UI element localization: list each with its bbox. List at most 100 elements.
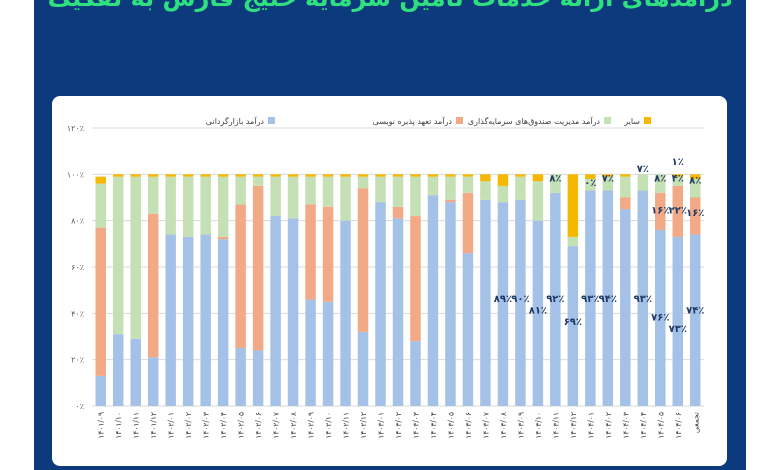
bar-segment [200, 176, 211, 235]
bar-segment [445, 202, 456, 406]
bar-segment [427, 195, 439, 406]
x-tick-label: ۱۴۰۱/۱۱ [132, 412, 141, 439]
bar-segment [410, 216, 421, 342]
data-label: ۰٪ [584, 178, 596, 189]
bar-segment [340, 174, 351, 177]
data-label: ۸۹٪ [494, 294, 512, 305]
bar-segment [165, 234, 176, 406]
bar-segment [147, 357, 159, 406]
bar-segment [620, 197, 631, 210]
x-tick-label: ۱۴۰۳/۰۲ [394, 412, 403, 439]
x-tick-label: ۱۴۰۲/۰۷ [272, 412, 281, 439]
x-tick-label: ۱۴۰۱/۰۹ [97, 412, 106, 439]
data-label: ۸۱٪ [529, 305, 547, 316]
y-tick-label: ۸۰٪ [71, 217, 84, 226]
bar-segment [375, 174, 386, 177]
bar-segment [392, 174, 404, 177]
bar-segment [672, 174, 684, 177]
data-label: ۷٪ [637, 164, 649, 175]
data-label: ۲۲٪ [669, 206, 687, 217]
bar-segment [235, 174, 246, 177]
chart-card: ۰٪ ۲۰٪ ۴۰٪ ۶۰٪ ۸۰٪ ۱۰۰٪ ۱۲۰٪ ۱۴۰۱/۰۹ ۱۴۰۱/۱۰ ۱۴۰… [52, 96, 727, 466]
bar-segment [322, 206, 334, 302]
bar-segment [95, 375, 106, 406]
data-label: ۹۳٪ [581, 294, 599, 305]
bar-segment [690, 178, 701, 198]
data-label: ۷٪ [602, 173, 614, 184]
bar-segment [252, 185, 264, 351]
bar-segment [322, 174, 334, 177]
bar-segment [182, 176, 194, 237]
x-tick-label: ۱۴۰۲/۰۱ [167, 412, 176, 439]
bar-segment [585, 190, 596, 406]
bar-segment [182, 174, 194, 177]
bar-segment [602, 190, 614, 406]
bar-segment [112, 174, 124, 177]
bar-segment [672, 236, 684, 406]
bar-segment [322, 301, 334, 406]
bar-segment [462, 176, 474, 193]
bar-segment [252, 350, 264, 406]
y-tick-label: ۶۰٪ [71, 263, 84, 272]
data-label: ۹۰٪ [511, 294, 529, 305]
bar-segment [585, 174, 596, 179]
bar-segment [655, 229, 666, 406]
x-tick-label: ۱۴۰۳/۰۱ [377, 412, 386, 439]
bar-segment [357, 176, 369, 189]
x-tick-label: ۱۴۰۲/۰۴ [219, 412, 228, 439]
bar-segment [690, 234, 701, 406]
bar-segment [462, 174, 474, 177]
bar-segment [567, 174, 579, 237]
bar-segment [410, 174, 421, 177]
x-tick-label: تجمعی [691, 412, 700, 433]
bar-segment [130, 174, 141, 177]
bar-segment [95, 183, 106, 228]
bar-segment [287, 218, 299, 406]
bar-segment [252, 176, 264, 186]
legend-swatch [604, 117, 611, 124]
bar-segment [95, 176, 106, 184]
x-tick-label: ۱۴۰۴/۰۴ [639, 412, 648, 439]
bar-segment [182, 236, 194, 406]
bar-segment [217, 176, 229, 237]
bar-segment [690, 174, 701, 179]
x-tick-label: ۱۴۰۲/۰۶ [254, 412, 263, 439]
bar-segment [235, 204, 246, 349]
x-tick-label: ۱۴۰۳/۰۷ [481, 412, 490, 439]
bar-segment [497, 174, 509, 186]
data-label: ۷۶٪ [651, 312, 669, 323]
y-tick-label: ۱۲۰٪ [67, 124, 84, 133]
bar-segment [690, 197, 701, 235]
bar-segment [427, 176, 439, 196]
bar-segment [305, 174, 316, 177]
legend: درآمد بازارگردانی درآمد تعهد پذیره نویسی د… [206, 116, 651, 126]
bar-segment [445, 176, 456, 200]
bar-segment [655, 174, 666, 193]
bar-segment [637, 190, 649, 406]
bar-segment [147, 176, 159, 214]
bar-segment [515, 199, 526, 406]
x-tick-label: ۱۴۰۴/۰۶ [674, 412, 683, 439]
data-label: ۱۶٪ [651, 206, 669, 217]
bar-segment [462, 192, 474, 254]
bar-segment [200, 174, 211, 177]
bar-segment [392, 218, 404, 406]
x-tick-label: ۱۴۰۴/۰۵ [656, 412, 665, 439]
legend-label: سایر [623, 117, 640, 126]
bar-segment [480, 181, 491, 200]
y-tick-label: ۲۰٪ [71, 356, 84, 365]
x-tick-label: ۱۴۰۲/۱۲ [359, 412, 368, 439]
bar-segment [445, 174, 456, 177]
bar-segment [532, 174, 544, 182]
bar-segment [165, 174, 176, 177]
legend-label: درآمد بازارگردانی [206, 116, 265, 126]
bar-segment [305, 204, 316, 300]
x-tick-label: ۱۴۰۲/۰۸ [289, 412, 298, 439]
legend-label: درآمد مدیریت صندوق‌های سرمایه‌گذاری [468, 116, 601, 126]
legend-label: درآمد تعهد پذیره نویسی [373, 116, 453, 126]
x-tick-label: ۱۴۰۲/۱۰ [324, 412, 333, 439]
bar-segment [672, 176, 684, 186]
bar-segment [532, 220, 544, 406]
data-label: ۷۴٪ [686, 305, 704, 316]
x-tick-label: ۱۴۰۱/۱۲ [149, 412, 158, 439]
